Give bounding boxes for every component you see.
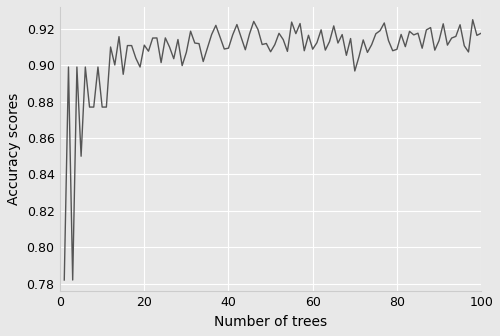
X-axis label: Number of trees: Number of trees (214, 315, 327, 329)
Y-axis label: Accuracy scores: Accuracy scores (7, 93, 21, 205)
